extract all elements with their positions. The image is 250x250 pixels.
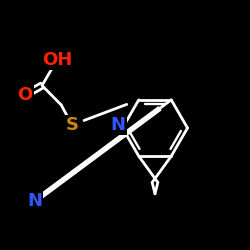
Text: O: O — [18, 86, 32, 104]
Text: N: N — [110, 116, 126, 134]
Text: S: S — [66, 116, 78, 134]
Text: N: N — [27, 192, 42, 210]
Text: OH: OH — [42, 51, 72, 69]
